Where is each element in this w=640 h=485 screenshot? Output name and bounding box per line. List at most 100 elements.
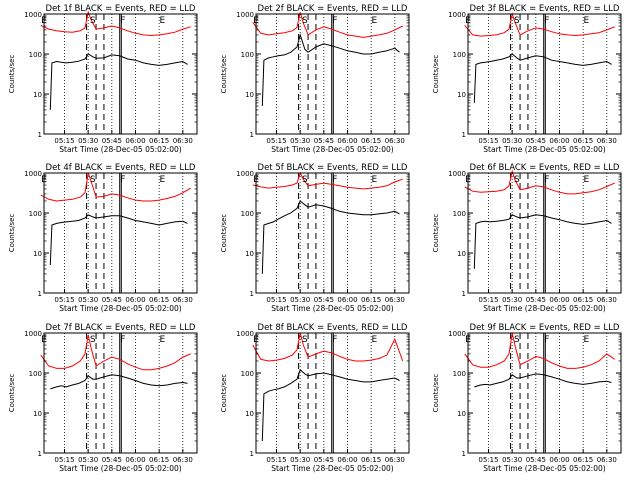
y-tick-label: 1000: [24, 11, 42, 19]
y-tick-label: 100: [241, 210, 254, 218]
x-tick-label: 06:15: [573, 456, 593, 464]
series-lld: [40, 10, 191, 37]
event-marker: E: [41, 175, 47, 185]
series-events: [49, 53, 188, 110]
event-marker: E: [583, 335, 589, 345]
event-marker: F: [120, 16, 125, 26]
x-axis-label: Start Time (28-Dec-05 05:02:00): [483, 304, 605, 313]
plot-frame: [255, 332, 410, 454]
series-lld: [252, 12, 403, 38]
event-marker: E: [465, 175, 471, 185]
event-marker: E: [371, 175, 377, 185]
event-marker: E: [465, 335, 471, 345]
x-tick-label: 06:30: [173, 456, 193, 464]
series-lld: [40, 334, 191, 371]
plot-frame: [467, 13, 622, 135]
series-events: [473, 214, 612, 269]
series-lld: [464, 332, 615, 369]
event-marker: E: [371, 335, 377, 345]
x-tick-label: 05:15: [266, 137, 286, 145]
y-tick-label: 1000: [236, 11, 254, 19]
event-marker: E: [41, 335, 47, 345]
x-tick-label: 06:00: [337, 296, 357, 304]
series-lld: [464, 12, 615, 37]
event-marker: E: [583, 16, 589, 26]
event-marker: S: [514, 335, 520, 345]
y-tick-label: 1000: [236, 170, 254, 178]
y-tick-label: 1000: [448, 330, 466, 338]
plot-frame: [43, 332, 198, 454]
x-tick-label: 05:30: [502, 296, 522, 304]
event-marker: S: [302, 16, 308, 26]
y-axis-label: Counts/sec: [8, 55, 16, 94]
y-axis-label: Counts/sec: [220, 214, 228, 253]
event-marker: F: [332, 16, 337, 26]
y-axis-label: Counts/sec: [432, 55, 440, 94]
x-tick-label: 05:45: [314, 456, 334, 464]
x-tick-label: 06:15: [361, 296, 381, 304]
x-tick-label: 05:45: [526, 137, 546, 145]
x-tick-label: 06:15: [573, 137, 593, 145]
event-marker: E: [371, 16, 377, 26]
x-tick-label: 06:30: [173, 296, 193, 304]
x-tick-label: 05:45: [102, 296, 122, 304]
y-tick-label: 10: [33, 250, 42, 258]
y-tick-label: 1: [38, 131, 42, 139]
event-marker: F: [120, 175, 125, 185]
panel-5: Det 5f BLACK = Events, RED = LLD 1 10 100 10…: [220, 163, 410, 313]
plot-frame: [255, 172, 410, 294]
y-tick-label: 1000: [24, 330, 42, 338]
x-tick-label: 06:00: [125, 296, 145, 304]
event-marker: S: [90, 175, 96, 185]
x-tick-label: 06:15: [149, 456, 169, 464]
y-tick-label: 10: [457, 91, 466, 99]
chart-title: Det 6f BLACK = Events, RED = LLD: [470, 163, 620, 173]
plot-frame: [255, 13, 410, 135]
event-marker: E: [465, 16, 471, 26]
x-tick-label: 05:15: [54, 137, 74, 145]
y-axis-label: Counts/sec: [220, 374, 228, 413]
x-axis-label: Start Time (28-Dec-05 05:02:00): [483, 464, 605, 473]
series-lld: [464, 169, 615, 195]
y-axis-label: Counts/sec: [432, 214, 440, 253]
series-lld: [252, 332, 404, 362]
chart-title: Det 5f BLACK = Events, RED = LLD: [258, 163, 408, 173]
x-axis-label: Start Time (28-Dec-05 05:02:00): [271, 464, 393, 473]
y-tick-label: 1000: [448, 11, 466, 19]
y-tick-label: 1: [38, 290, 42, 298]
x-tick-label: 05:15: [54, 456, 74, 464]
event-marker: E: [41, 16, 47, 26]
event-marker: S: [90, 335, 96, 345]
event-marker: F: [544, 16, 549, 26]
x-tick-label: 06:30: [385, 296, 405, 304]
y-tick-label: 1000: [448, 170, 466, 178]
event-marker: S: [302, 175, 308, 185]
y-tick-label: 1: [462, 131, 466, 139]
event-marker: S: [514, 175, 520, 185]
y-tick-label: 100: [29, 370, 42, 378]
panel-8: Det 8f BLACK = Events, RED = LLD 1 10 100 10…: [220, 323, 410, 473]
event-marker: E: [159, 175, 165, 185]
y-tick-label: 10: [33, 410, 42, 418]
x-axis-label: Start Time (28-Dec-05 05:02:00): [483, 145, 605, 154]
x-axis-label: Start Time (28-Dec-05 05:02:00): [59, 304, 181, 313]
series-events: [474, 373, 612, 388]
x-tick-label: 05:15: [266, 296, 286, 304]
x-tick-label: 05:15: [266, 456, 286, 464]
event-marker: E: [583, 175, 589, 185]
y-axis-label: Counts/sec: [432, 374, 440, 413]
y-tick-label: 1: [462, 450, 466, 458]
x-tick-label: 05:45: [314, 296, 334, 304]
y-tick-label: 10: [245, 250, 254, 258]
series-events: [261, 33, 400, 107]
plot-frame: [467, 172, 622, 294]
event-marker: E: [159, 16, 165, 26]
x-tick-label: 05:45: [526, 456, 546, 464]
series-events: [49, 214, 188, 266]
plot-frame: [467, 332, 622, 454]
y-tick-label: 1: [250, 290, 254, 298]
x-tick-label: 06:00: [549, 296, 569, 304]
y-tick-label: 1000: [24, 170, 42, 178]
y-tick-label: 100: [453, 370, 466, 378]
event-marker: F: [544, 175, 549, 185]
